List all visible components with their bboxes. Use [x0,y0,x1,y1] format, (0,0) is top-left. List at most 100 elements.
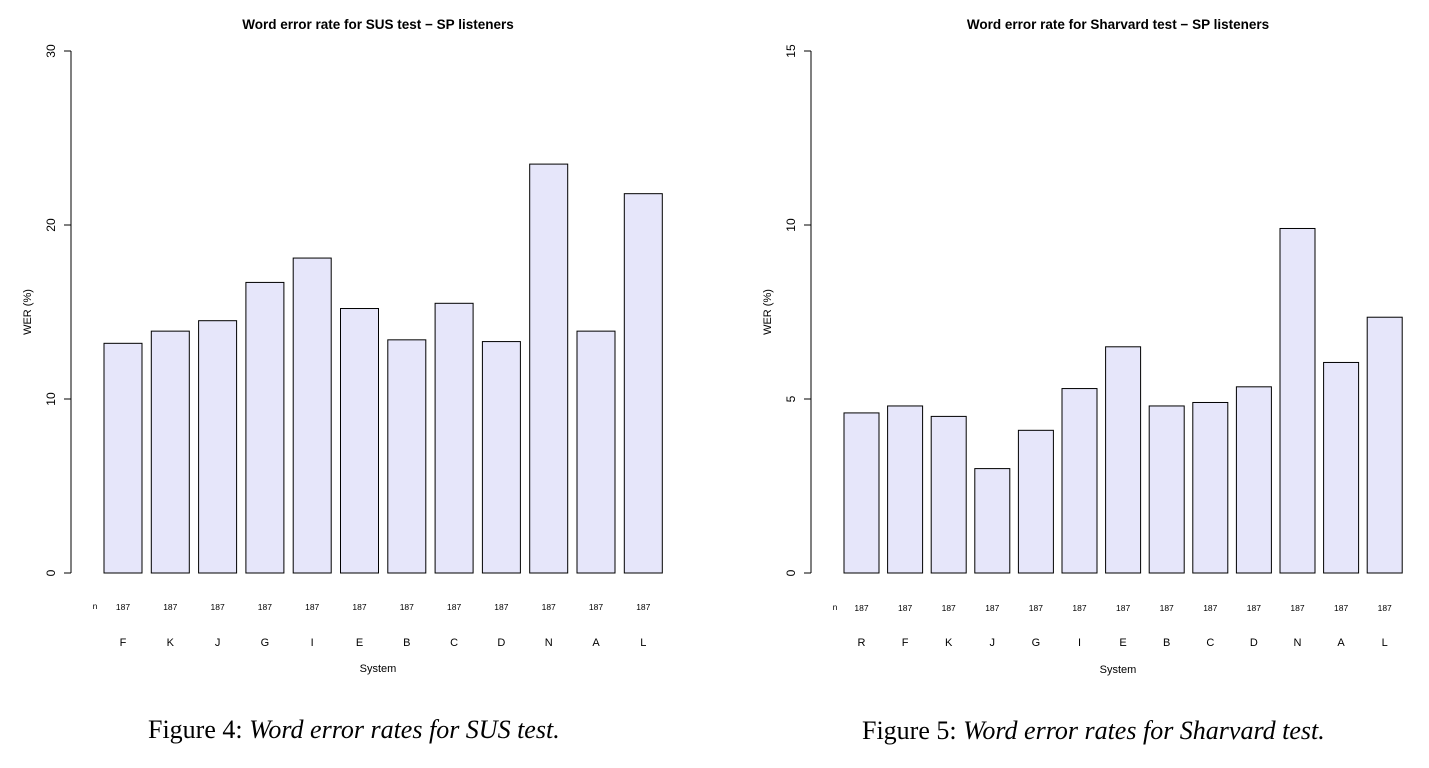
count-label: 187 [116,602,130,612]
count-label: 187 [447,602,461,612]
bar-J [974,468,1011,574]
count-label: 187 [1290,603,1304,613]
count-label: 187 [1116,603,1130,613]
x-category-label: C [450,637,458,649]
figure-4-caption: Figure 4: Word error rates for SUS test. [148,715,560,745]
x-category-label: N [1294,637,1302,649]
chart-title: Word error rate for Sharvard test − SP l… [967,17,1269,32]
count-label: 187 [1247,603,1261,613]
figure-5-caption: Figure 5: Word error rates for Sharvard … [862,716,1325,746]
bar-N [1279,227,1316,574]
y-tick-label: 5 [784,395,798,402]
x-category-label: L [1382,637,1388,649]
count-label: 187 [258,602,272,612]
x-category-label: B [1163,637,1170,649]
bar-L [623,193,663,574]
chart-sharvard: Word error rate for Sharvard test − SP l… [762,17,1403,676]
x-category-label: D [1250,637,1258,649]
count-label: 187 [494,602,508,612]
count-label: 187 [898,603,912,613]
x-category-label: F [120,637,127,649]
count-label: 187 [1160,603,1174,613]
count-row-label: n [833,602,838,612]
count-label: 187 [854,603,868,613]
y-axis-label: WER (%) [22,289,34,335]
bar-K [150,330,190,574]
bar-F [887,405,924,574]
bar-C [1192,401,1229,574]
bar-B [387,339,427,574]
bar-D [481,341,521,574]
figure-5-text: Word error rates for Sharvard test. [963,716,1325,745]
count-label: 187 [1029,603,1043,613]
figure-5-label: Figure 5: [862,716,957,745]
count-label: 187 [985,603,999,613]
count-label: 187 [305,602,319,612]
figure-4-label: Figure 4: [148,715,243,744]
x-category-label: K [945,637,953,649]
x-category-label: J [215,637,221,649]
bar-K [930,415,967,574]
count-label: 187 [211,602,225,612]
y-tick-label: 15 [784,44,798,58]
bar-I [1061,388,1098,574]
y-tick-label: 20 [44,218,58,232]
bar-R [843,412,880,574]
chart-panel-sus: Word error rate for SUS test − SP listen… [0,0,714,700]
x-axis-label: System [360,663,397,675]
bar-A [576,330,616,574]
bar-B [1148,405,1185,574]
x-category-label: F [902,637,909,649]
count-label: 187 [589,602,603,612]
x-category-label: I [1078,637,1081,649]
y-tick-label: 10 [44,392,58,406]
y-tick-label: 30 [44,44,58,58]
x-category-label: N [545,637,553,649]
chart-title: Word error rate for SUS test − SP listen… [242,17,513,32]
x-category-label: C [1206,637,1214,649]
bar-G [245,281,285,574]
x-category-label: G [1032,637,1041,649]
x-category-label: D [497,637,505,649]
bar-L [1366,316,1403,574]
bar-I [292,257,332,574]
bar-A [1323,361,1360,574]
count-label: 187 [1378,603,1392,613]
count-row-label: n [93,601,98,611]
y-axis-label: WER (%) [762,289,774,335]
x-category-label: I [311,637,314,649]
figure-4-text: Word error rates for SUS test. [249,715,560,744]
bar-F [103,342,143,574]
count-label: 187 [163,602,177,612]
x-category-label: E [356,637,363,649]
x-category-label: E [1119,637,1126,649]
count-label: 187 [942,603,956,613]
bar-E [340,308,379,574]
count-label: 187 [542,602,556,612]
count-label: 187 [352,602,366,612]
x-category-label: G [261,637,270,649]
x-category-label: L [640,637,646,649]
bar-E [1105,346,1142,574]
x-category-label: A [592,637,600,649]
x-category-label: A [1337,637,1345,649]
x-axis-label: System [1100,664,1137,676]
count-label: 187 [636,602,650,612]
x-category-label: R [858,637,866,649]
x-category-label: J [990,637,996,649]
bar-N [529,163,569,574]
bar-G [1017,429,1054,574]
count-label: 187 [1203,603,1217,613]
bar-D [1235,386,1272,574]
chart-panel-sharvard: Word error rate for Sharvard test − SP l… [714,0,1429,700]
count-label: 187 [1334,603,1348,613]
chart-sus: Word error rate for SUS test − SP listen… [22,17,663,675]
y-tick-label: 10 [784,218,798,232]
x-category-label: K [167,637,175,649]
bar-C [434,302,474,574]
count-label: 187 [1072,603,1086,613]
y-tick-label: 0 [784,569,798,576]
count-label: 187 [400,602,414,612]
bar-J [198,320,238,574]
x-category-label: B [403,637,410,649]
